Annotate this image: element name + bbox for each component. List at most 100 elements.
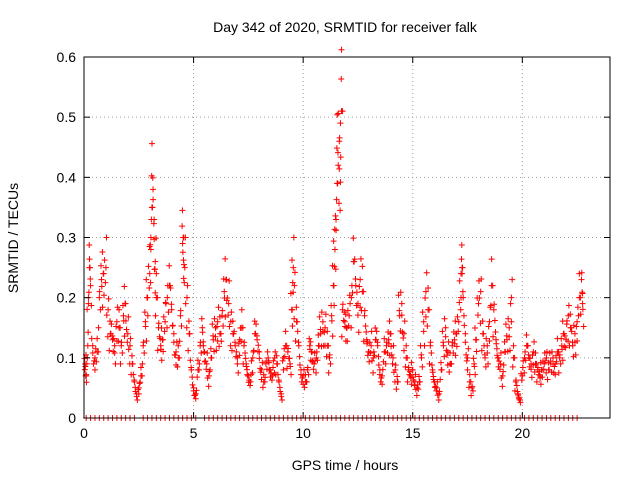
data-point [284,365,291,372]
data-point [147,246,154,253]
data-point [534,364,541,371]
data-point [176,354,183,361]
data-point [395,292,402,299]
data-point [83,360,90,367]
data-point [87,282,94,289]
data-point [349,289,356,296]
data-point [264,348,271,355]
data-point [279,396,286,403]
data-point [150,186,157,193]
data-point [528,366,535,373]
data-point [379,366,386,373]
data-point [430,373,437,380]
data-point [541,360,548,367]
data-point [406,371,413,378]
y-tick-label: 0.1 [57,350,77,366]
y-tick-label: 0.2 [57,290,77,306]
data-point [485,360,492,367]
data-point [205,383,212,390]
data-point [331,302,338,309]
data-point [98,262,105,269]
data-point [469,387,476,394]
data-point [372,325,379,332]
data-point [428,350,435,357]
data-point [355,329,362,336]
data-point [338,46,345,53]
data-point [325,342,332,349]
data-point [348,294,355,301]
data-point [290,234,297,241]
x-tick-label: 10 [295,425,311,441]
data-point [378,374,385,381]
data-point [256,355,263,362]
data-point [486,318,493,325]
data-point [456,277,463,284]
data-point [130,371,137,378]
data-point [98,283,105,290]
data-point [289,279,296,286]
data-point [255,342,262,349]
data-point [416,378,423,385]
data-point [108,321,115,328]
data-point [337,120,344,127]
data-point [557,360,564,367]
data-point [522,357,529,364]
data-point [429,369,436,376]
data-point [506,324,513,331]
data-point [553,358,560,365]
data-point [580,323,587,330]
data-point [493,340,500,347]
data-point [360,288,367,295]
data-point [420,318,427,325]
data-point [266,366,273,373]
data-point [235,369,242,376]
data-point [523,331,530,338]
axis-ticks: 0 5 10 15 20 0 0.1 0.2 0.3 0.4 0.5 0.6 [57,49,610,441]
data-point [216,343,223,350]
data-point [387,330,394,337]
data-point [212,333,219,340]
data-point [273,352,280,359]
data-point [346,312,353,319]
data-point [176,338,183,345]
data-point [404,354,411,361]
data-point [500,362,507,369]
data-point [426,306,433,313]
x-tick-label: 5 [190,425,198,441]
data-point [86,256,93,263]
data-point [419,363,426,370]
data-point [222,255,229,262]
data-point [420,328,427,335]
data-point [125,346,132,353]
data-point [280,366,287,373]
data-point [142,323,149,330]
data-point [113,323,120,330]
data-point [105,295,112,302]
data-point [81,366,88,373]
data-point [464,354,471,361]
data-point [117,360,124,367]
data-point [147,279,154,286]
data-point [327,360,334,367]
data-point [460,312,467,319]
data-point [482,363,489,370]
data-point [168,306,175,313]
data-point [479,318,486,325]
data-point [179,207,186,214]
data-point [225,312,232,319]
data-point [357,304,364,311]
data-point [103,312,110,319]
data-point [280,354,287,361]
data-point [359,263,366,270]
data-point [335,110,342,117]
data-point [239,324,246,331]
data-point [318,309,325,316]
data-point [419,309,426,316]
data-point [469,383,476,390]
data-point [111,342,118,349]
data-point [92,345,99,352]
data-point [137,379,144,386]
data-point [194,374,201,381]
y-tick-label: 0.3 [57,230,77,246]
data-point [485,323,492,330]
